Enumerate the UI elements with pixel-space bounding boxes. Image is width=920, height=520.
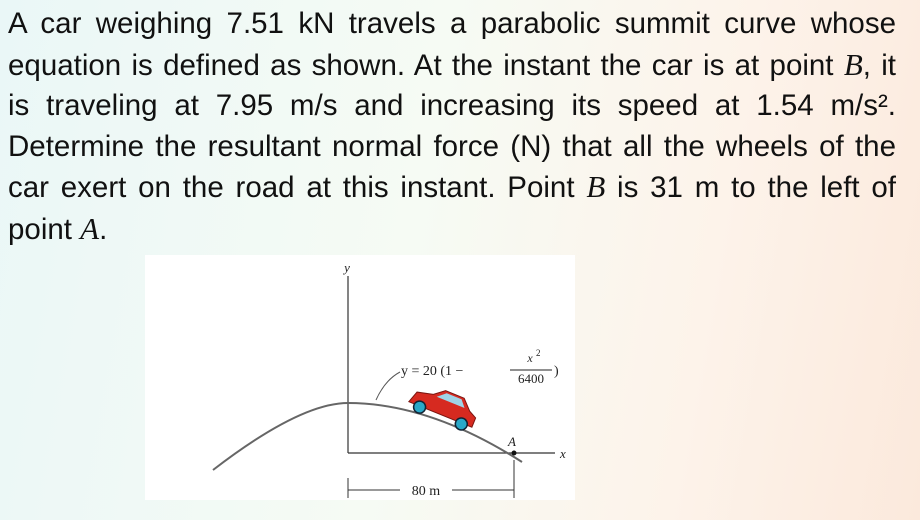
equation-lhs: y = 20 (1 −	[401, 364, 464, 379]
point-name: A	[80, 210, 100, 246]
point-name: B	[843, 46, 863, 82]
point-name: B	[586, 169, 606, 204]
problem-text: .	[99, 212, 108, 246]
dimension-label: 80 m	[412, 484, 441, 499]
road-curve	[212, 401, 523, 471]
point-a-dot	[511, 450, 517, 456]
point-label: A	[507, 434, 516, 449]
car	[408, 390, 477, 431]
x-axis-label: x	[559, 446, 566, 461]
figure-panel	[145, 255, 575, 500]
problem-text: A car weighing 7.51 kN travels a parabol…	[8, 7, 896, 82]
problem-statement: A car weighing 7.51 kN travels a parabol…	[8, 4, 896, 250]
leader-line	[375, 371, 401, 401]
equation-exponent: 2	[536, 348, 541, 358]
equation-close: )	[554, 364, 559, 379]
problem-text: is 31 m to the left of point	[8, 171, 896, 246]
y-axis-label: y	[342, 260, 350, 275]
problem-text: , it is traveling at 7.95 m/s and increa…	[8, 48, 896, 205]
equation-numerator: x	[526, 351, 533, 365]
equation-denominator: 6400	[518, 371, 544, 386]
